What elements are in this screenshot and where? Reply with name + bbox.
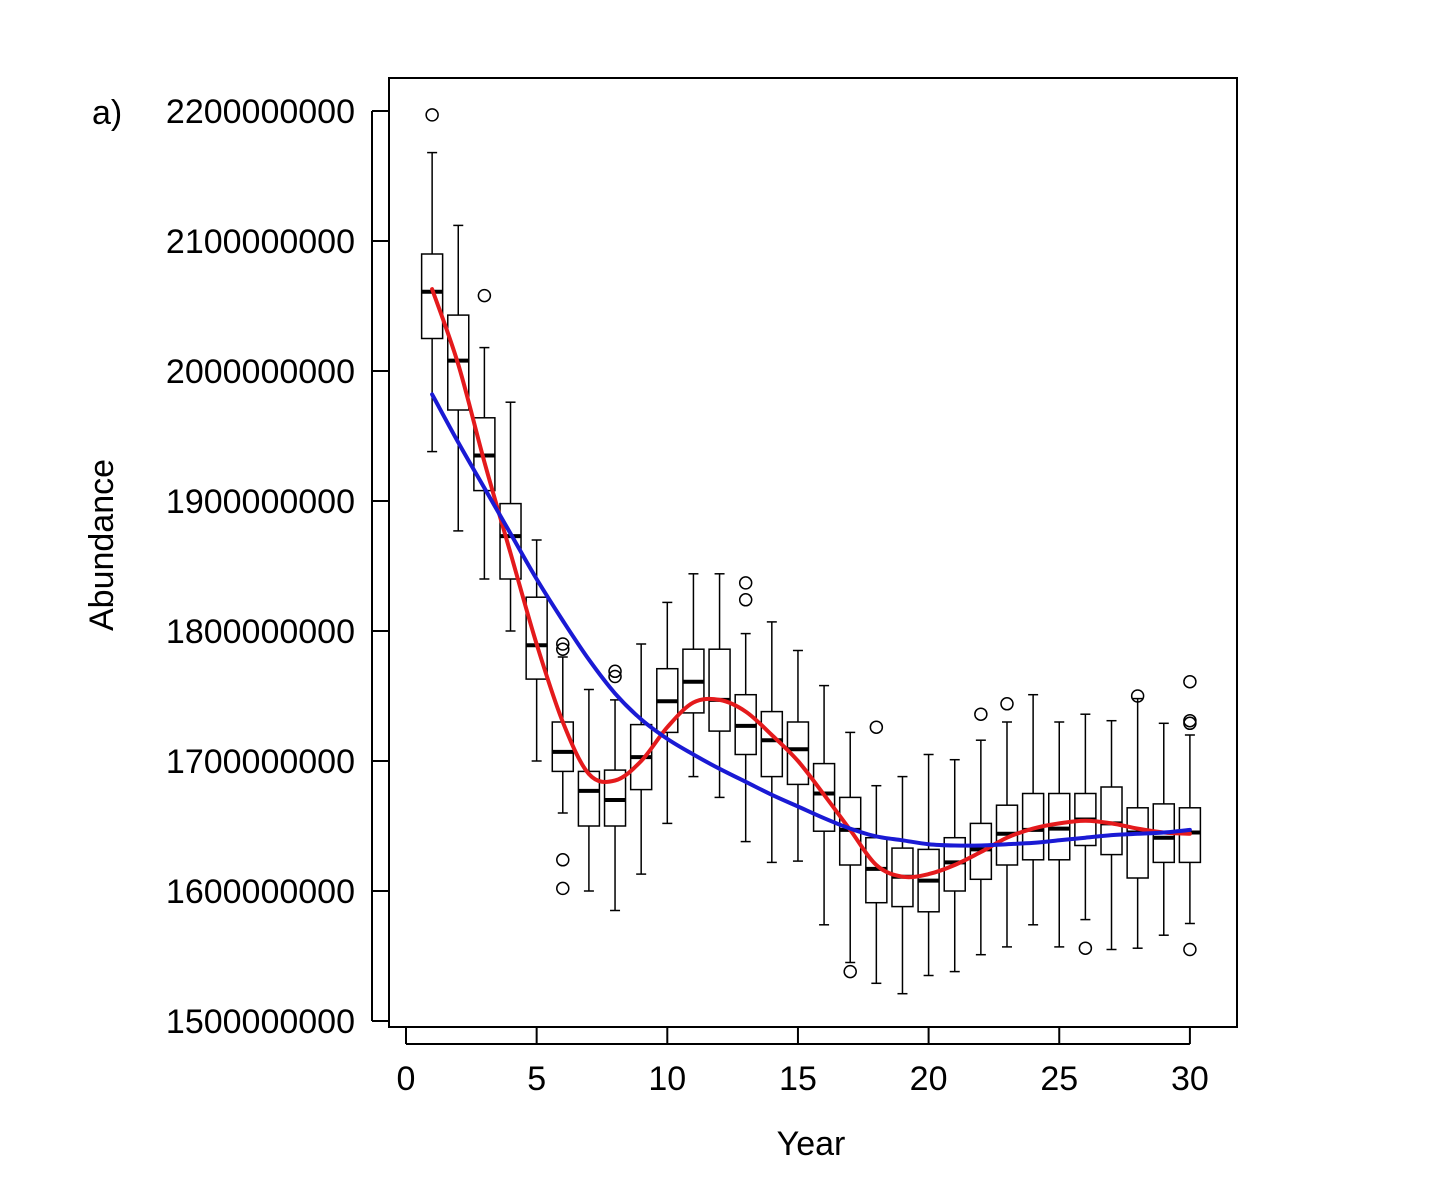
panel-label: a) — [92, 94, 122, 132]
box-iqr — [1126, 807, 1149, 879]
outlier-point — [556, 642, 570, 656]
outlier-point — [608, 664, 622, 679]
y-tick-label: 2200000000 — [166, 93, 355, 131]
box-year-4 — [499, 401, 522, 632]
x-tick-label: 10 — [648, 1060, 686, 1098]
box-year-26 — [1074, 713, 1097, 955]
x-tick-label: 5 — [527, 1060, 546, 1098]
box-year-25 — [1048, 721, 1071, 948]
trend-lines — [430, 287, 1192, 880]
outlier-point — [608, 669, 622, 684]
outlier-point — [425, 108, 439, 122]
x-axis-title: Year — [777, 1125, 846, 1163]
x-tick-label: 0 — [397, 1060, 416, 1098]
box-year-30 — [1178, 674, 1202, 957]
y-tick-label: 1500000000 — [166, 1003, 355, 1041]
y-tick-label: 1600000000 — [166, 873, 355, 911]
outlier-point — [843, 964, 857, 979]
box-year-10 — [656, 601, 679, 825]
outlier-point — [1183, 713, 1197, 728]
box-year-23 — [995, 697, 1019, 948]
y-tick-label: 1800000000 — [166, 613, 355, 651]
box-year-8 — [603, 664, 627, 912]
outlier-point — [1183, 674, 1197, 689]
x-tick-label: 30 — [1171, 1060, 1209, 1098]
box-year-22 — [969, 707, 993, 956]
y-axis-title: Abundance — [83, 459, 121, 631]
outlier-point — [869, 720, 884, 734]
outlier-point — [974, 707, 988, 721]
box-year-24 — [1021, 693, 1045, 926]
box-iqr — [708, 648, 731, 732]
y-axis: 1500000000 1600000000 1700000000 1800000000… — [166, 93, 389, 1041]
outlier-point — [738, 593, 753, 607]
blue-trend-line — [430, 392, 1192, 848]
box-iqr — [420, 253, 444, 340]
box-year-2 — [447, 224, 470, 532]
box-year-18 — [865, 720, 888, 985]
outlier-point — [556, 881, 570, 896]
box-year-29 — [1152, 722, 1176, 936]
box-iqr — [499, 502, 522, 580]
y-tick-label: 1900000000 — [166, 483, 355, 521]
outlier-point — [738, 576, 753, 590]
y-tick-label: 2000000000 — [166, 353, 355, 391]
y-tick-label: 2100000000 — [166, 223, 355, 261]
x-tick-label: 20 — [910, 1060, 948, 1098]
outlier-point — [1000, 697, 1014, 711]
outlier-point — [1078, 941, 1093, 955]
y-tick-label: 1700000000 — [166, 743, 355, 781]
x-tick-label: 25 — [1040, 1060, 1078, 1098]
outlier-point — [477, 288, 492, 303]
outlier-point — [1183, 716, 1197, 731]
box-year-20 — [917, 753, 940, 977]
outlier-point — [1183, 942, 1197, 957]
box-year-19 — [891, 775, 914, 995]
box-year-17 — [838, 731, 862, 979]
outlier-point — [556, 637, 570, 651]
box-year-9 — [629, 643, 653, 875]
box-year-7 — [577, 688, 601, 892]
red-trend-line — [430, 287, 1192, 880]
box-year-1 — [420, 108, 444, 453]
box-year-11 — [682, 573, 705, 778]
boxes — [420, 108, 1202, 995]
outlier-point — [1130, 689, 1145, 703]
x-axis: 0 5 10 15 20 25 30 — [397, 1027, 1209, 1098]
box-year-6 — [551, 637, 575, 896]
box-iqr — [551, 721, 575, 773]
x-tick-label: 15 — [779, 1060, 817, 1098]
box-year-28 — [1126, 689, 1149, 949]
plot-frame — [388, 77, 1238, 1028]
outlier-point — [556, 853, 570, 867]
